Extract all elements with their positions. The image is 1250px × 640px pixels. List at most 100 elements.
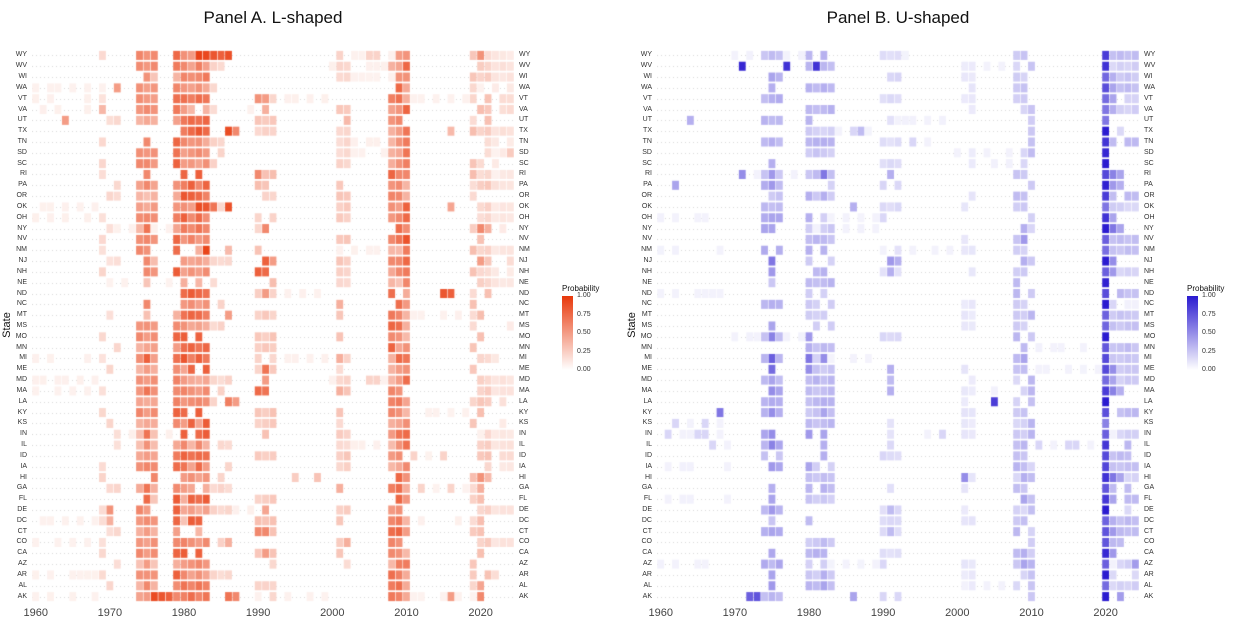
state-label-ar: AR [642,570,652,578]
state-label-nj: NJ [643,257,652,265]
state-label-mt: MT [519,311,530,319]
state-label-wv: WV [15,62,27,70]
state-label-ky: KY [17,408,27,416]
state-label-ks: KS [1144,419,1154,427]
state-label-me: ME [519,365,530,373]
state-label-wy: WY [519,51,531,59]
state-label-ri: RI [1144,170,1151,178]
state-label-la: LA [18,397,27,405]
state-label-ct: CT [17,527,27,535]
state-label-wv: WV [519,62,531,70]
state-label-az: AZ [519,560,528,568]
panel-a-legend: Probability 1.00 0.75 0.50 0.25 0.00 [562,284,624,373]
state-label-ms: MS [16,322,28,329]
state-label-nj: NJ [18,257,27,265]
state-label-sd: SD [642,148,652,156]
state-label-nd: ND [641,289,652,297]
state-label-mt: MT [16,311,27,319]
state-label-wy: WY [640,51,652,59]
legend-tick: 0.25 [1202,347,1216,355]
state-label-ct: CT [642,527,652,535]
state-label-il: IL [519,441,525,449]
state-label-wa: WA [1144,83,1156,91]
state-label-ny: NY [1144,224,1154,232]
x-tick-1960: 1960 [648,607,673,619]
state-label-ut: UT [1144,116,1154,124]
state-label-ri: RI [20,170,27,178]
state-label-fl: FL [519,495,528,503]
state-label-tx: TX [18,127,27,135]
state-label-mi: MI [644,354,652,362]
state-label-ne: NE [642,278,652,286]
state-label-mi: MI [19,354,27,362]
panel-a-legend-body: 1.00 0.75 0.50 0.25 0.00 [562,292,624,373]
state-label-mo: MO [1144,332,1156,340]
state-label-va: VA [1144,105,1153,113]
legend-tick: 0.75 [1202,310,1216,318]
state-label-de: DE [1144,506,1154,513]
state-label-ks: KS [642,419,652,427]
state-label-mo: MO [15,332,27,340]
state-label-ga: GA [1144,484,1155,492]
state-label-ne: NE [1144,278,1154,286]
state-label-ok: OK [1144,202,1155,210]
state-label-ct: CT [1144,527,1154,535]
state-label-al: AL [643,581,652,589]
state-label-ky: KY [642,408,652,416]
state-label-ny: NY [519,224,529,232]
legend-tick: 0.00 [1202,366,1216,373]
panel-b-legend-body: 1.00 0.75 0.50 0.25 0.00 [1187,292,1249,373]
state-label-co: CO [519,538,530,546]
state-label-nh: NH [1144,267,1155,275]
state-label-vt: VT [1144,94,1153,102]
legend-tick: 0.50 [577,329,591,336]
state-label-ri: RI [519,170,526,178]
state-label-la: LA [519,397,528,405]
state-label-al: AL [1144,581,1153,589]
panel-a-state-labels-left: WY WV WI WA VT VA UT TX TN SD SC RI PA OR OK OH NY NV NM NJ… [0,50,30,602]
state-label-ar: AR [1144,570,1154,578]
x-tick-2010: 2010 [1019,607,1044,619]
x-tick-2000: 2000 [320,607,345,619]
state-label-de: DE [17,506,27,513]
state-label-va: VA [519,105,528,113]
state-label-ca: CA [1144,549,1154,557]
state-label-tn: TN [519,138,529,145]
state-label-vt: VT [519,94,528,102]
x-tick-1980: 1980 [796,607,822,619]
state-label-fl: FL [1144,495,1153,503]
x-tick-1960: 1960 [23,607,48,619]
state-label-ne: NE [17,278,27,286]
state-label-pa: PA [643,181,652,189]
state-label-ak: AK [642,592,652,600]
state-label-nj: NJ [519,257,528,265]
state-label-dc: DC [641,516,652,524]
state-label-nh: NH [641,267,652,275]
state-label-nv: NV [642,235,652,243]
state-label-co: CO [16,538,28,546]
state-label-mi: MI [1144,354,1152,362]
state-label-in: IN [645,430,652,438]
x-tick-2010: 2010 [394,607,419,619]
state-label-ok: OK [641,202,652,210]
panel-a-x-axis: 1960 1970 1980 1990 2000 2010 2020 [23,607,514,623]
state-label-wa: WA [640,83,652,91]
state-label-ma: MA [641,386,653,394]
state-label-ri: RI [645,170,652,178]
state-label-va: VA [18,105,27,113]
state-label-or: OR [16,192,28,200]
state-label-vt: VT [18,94,27,102]
state-label-ok: OK [16,202,27,210]
state-label-wy: WY [1144,51,1156,59]
legend-tick: 0.00 [577,366,591,373]
state-label-or: OR [641,192,653,200]
state-label-mi: MI [519,354,527,362]
state-label-mt: MT [1144,311,1155,319]
legend-tick: 0.25 [577,347,591,355]
panel-b-state-labels-right: WY WV WI WA VT VA UT TX TN SD SC RI PA OR OK OH NY NV NM NJ… [1141,50,1171,602]
state-label-ms: MS [1144,322,1155,329]
state-label-ia: IA [20,462,27,470]
state-label-ar: AR [17,570,27,578]
panel-b-legend-gradient [1187,296,1198,370]
state-label-ar: AR [519,570,529,578]
